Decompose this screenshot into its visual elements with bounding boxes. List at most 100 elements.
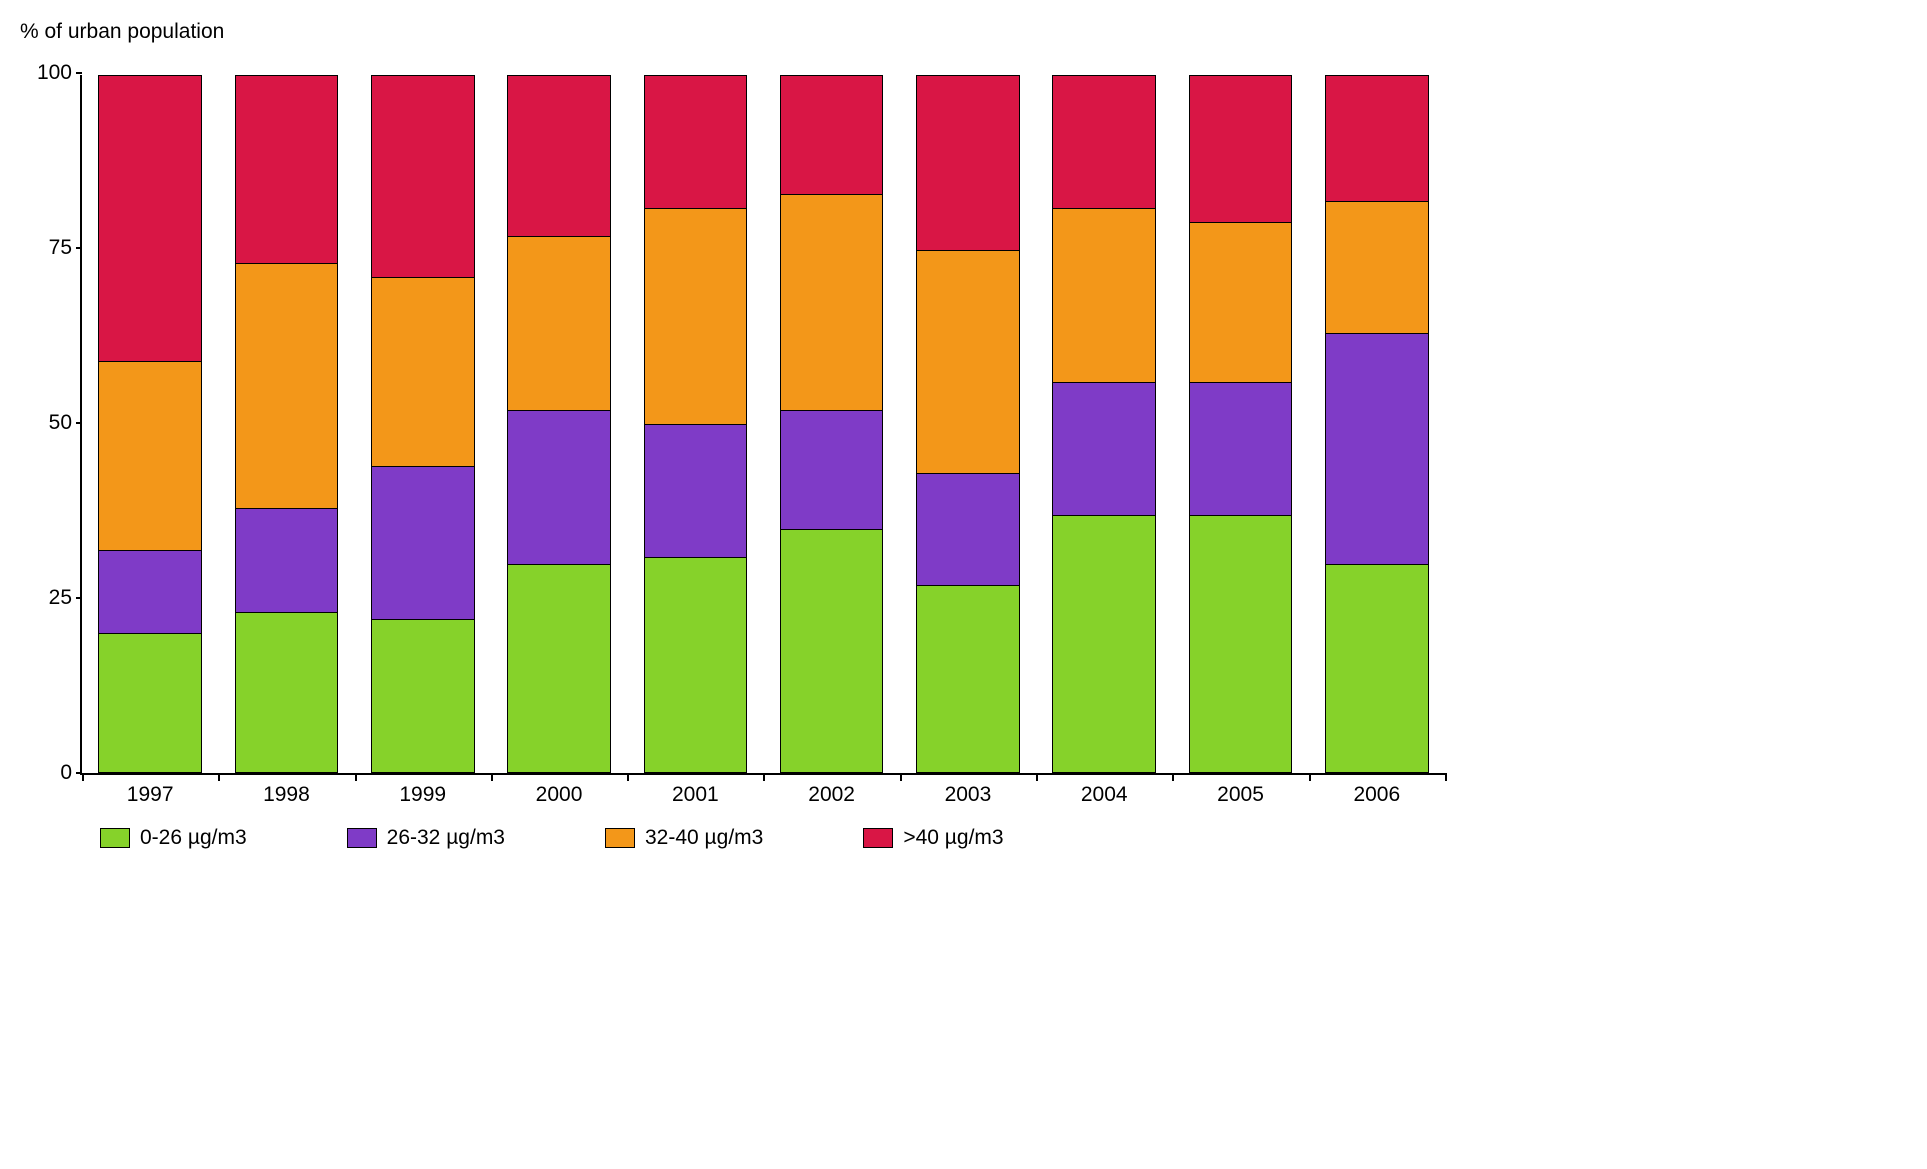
legend-item: >40 µg/m3 xyxy=(863,826,1003,850)
x-tick-mark xyxy=(355,773,357,781)
x-tick-mark xyxy=(218,773,220,781)
bar-segment xyxy=(98,550,202,634)
x-tick-label: 2000 xyxy=(536,783,583,807)
x-tick-label: 1997 xyxy=(127,783,174,807)
bar-segment xyxy=(1325,333,1429,563)
bar-slot: 2006 xyxy=(1309,75,1445,773)
bar-segment xyxy=(371,619,475,773)
plot-area: 1997199819992000200120022003200420052006… xyxy=(80,75,1445,775)
bar-segment xyxy=(371,466,475,620)
bar-slot: 2002 xyxy=(763,75,899,773)
bar xyxy=(1325,75,1429,773)
y-tick-label: 100 xyxy=(32,61,72,85)
legend-item: 26-32 µg/m3 xyxy=(347,826,505,850)
bar-segment xyxy=(1052,75,1156,208)
bar-segment xyxy=(1052,208,1156,383)
x-tick-mark xyxy=(491,773,493,781)
bar-slot: 2003 xyxy=(900,75,1036,773)
bar-segment xyxy=(371,75,475,277)
bar-segment xyxy=(1325,75,1429,201)
y-tick-mark xyxy=(76,247,82,249)
bar-segment xyxy=(644,75,748,208)
bar-segment xyxy=(780,410,884,529)
stacked-bar-chart: % of urban population 199719981999200020… xyxy=(20,20,1460,890)
y-tick-label: 0 xyxy=(32,761,72,785)
bar xyxy=(780,75,884,773)
bar-segment xyxy=(644,424,748,557)
x-tick-label: 2006 xyxy=(1353,783,1400,807)
x-tick-mark xyxy=(1036,773,1038,781)
bar-slot: 2000 xyxy=(491,75,627,773)
x-tick-label: 2002 xyxy=(808,783,855,807)
x-tick-mark xyxy=(900,773,902,781)
bar-segment xyxy=(1189,75,1293,222)
bar-segment xyxy=(235,508,339,613)
bar-segment xyxy=(916,250,1020,473)
bar-segment xyxy=(98,361,202,549)
legend-swatch xyxy=(347,828,377,848)
bar xyxy=(98,75,202,773)
legend-swatch xyxy=(605,828,635,848)
y-tick-mark xyxy=(76,422,82,424)
bar-segment xyxy=(371,277,475,465)
bar xyxy=(371,75,475,773)
bar-slot: 1997 xyxy=(82,75,218,773)
bar-segment xyxy=(1189,222,1293,383)
bar-segment xyxy=(1325,564,1429,773)
bar-slot: 2004 xyxy=(1036,75,1172,773)
bars-container: 1997199819992000200120022003200420052006 xyxy=(82,75,1445,773)
x-tick-mark xyxy=(1172,773,1174,781)
bar-segment xyxy=(1189,382,1293,515)
bar-segment xyxy=(235,612,339,773)
bar-segment xyxy=(780,194,884,410)
x-tick-mark xyxy=(1309,773,1311,781)
y-axis-title: % of urban population xyxy=(20,20,224,44)
bar-segment xyxy=(644,557,748,773)
bar-segment xyxy=(507,75,611,236)
x-tick-label: 1999 xyxy=(399,783,446,807)
legend-swatch xyxy=(863,828,893,848)
y-tick-mark xyxy=(76,597,82,599)
bar-slot: 1999 xyxy=(355,75,491,773)
legend-item: 32-40 µg/m3 xyxy=(605,826,763,850)
bar-segment xyxy=(780,75,884,194)
x-tick-mark xyxy=(82,773,84,781)
bar xyxy=(1189,75,1293,773)
x-tick-label: 1998 xyxy=(263,783,310,807)
bar-segment xyxy=(235,263,339,507)
legend: 0-26 µg/m3 26-32 µg/m3 32-40 µg/m3 >40 µg/m… xyxy=(100,826,1004,850)
y-tick-mark xyxy=(76,72,82,74)
bar xyxy=(235,75,339,773)
y-tick-mark xyxy=(76,772,82,774)
legend-label: 26-32 µg/m3 xyxy=(387,826,505,850)
bar-segment xyxy=(507,236,611,411)
legend-label: >40 µg/m3 xyxy=(903,826,1003,850)
legend-swatch xyxy=(100,828,130,848)
bar-segment xyxy=(507,410,611,564)
y-tick-label: 50 xyxy=(32,411,72,435)
bar-segment xyxy=(1052,382,1156,515)
bar-segment xyxy=(916,473,1020,585)
bar-segment xyxy=(507,564,611,773)
x-tick-label: 2001 xyxy=(672,783,719,807)
bar-segment xyxy=(916,75,1020,250)
legend-label: 32-40 µg/m3 xyxy=(645,826,763,850)
bar xyxy=(644,75,748,773)
bar xyxy=(916,75,1020,773)
y-tick-label: 25 xyxy=(32,586,72,610)
bar-segment xyxy=(1325,201,1429,334)
x-tick-mark xyxy=(627,773,629,781)
bar-segment xyxy=(98,75,202,361)
bar-slot: 2001 xyxy=(627,75,763,773)
bar-segment xyxy=(644,208,748,424)
bar-segment xyxy=(98,633,202,773)
x-tick-label: 2005 xyxy=(1217,783,1264,807)
bar xyxy=(1052,75,1156,773)
x-tick-mark xyxy=(763,773,765,781)
x-tick-mark xyxy=(1445,773,1447,781)
bar-segment xyxy=(1189,515,1293,773)
y-tick-label: 75 xyxy=(32,236,72,260)
bar-segment xyxy=(916,585,1020,773)
bar-segment xyxy=(780,529,884,773)
legend-item: 0-26 µg/m3 xyxy=(100,826,247,850)
